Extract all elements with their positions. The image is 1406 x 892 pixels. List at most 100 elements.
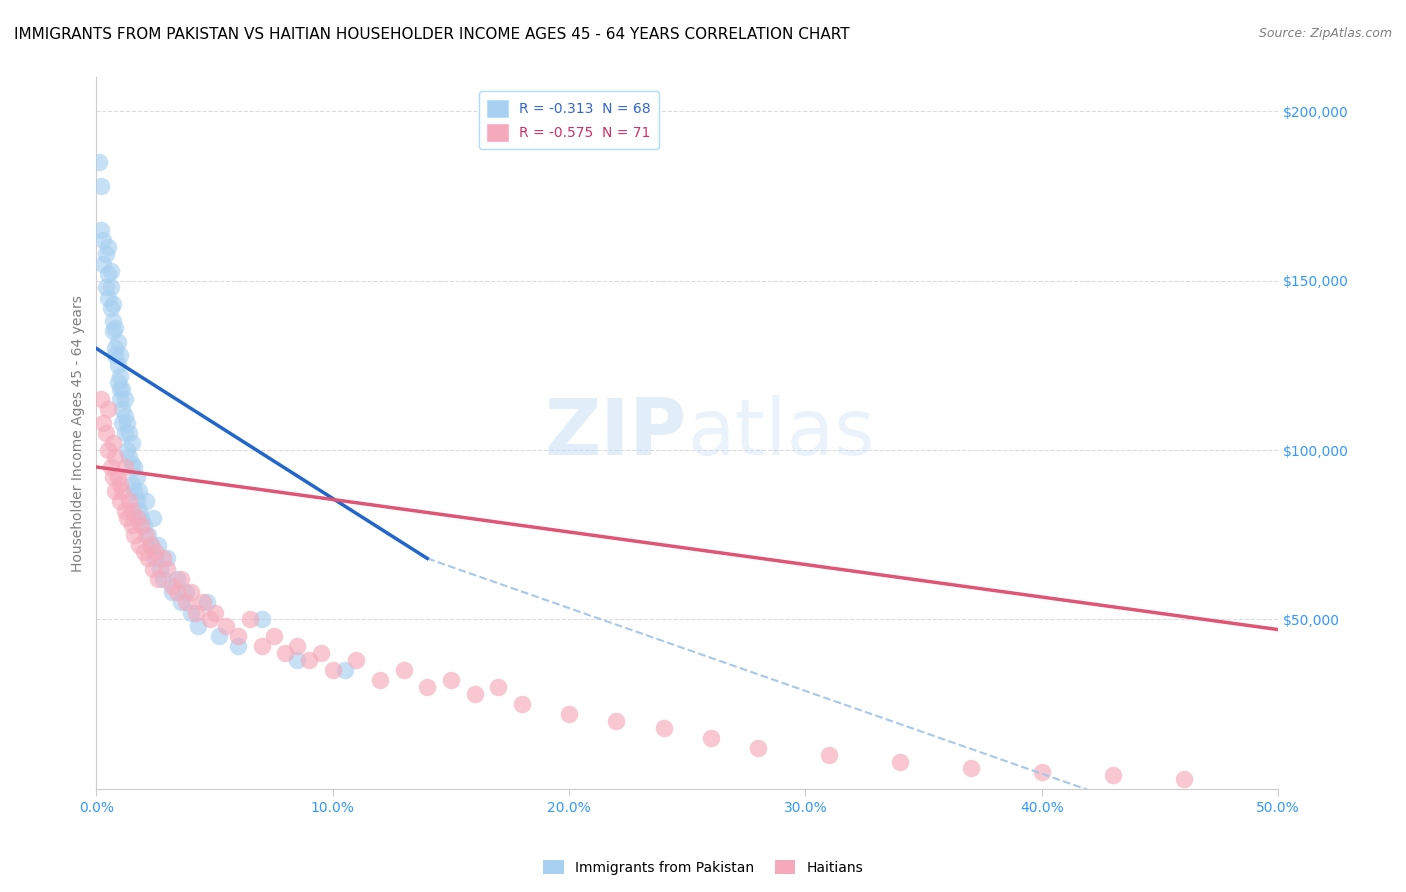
- Point: [101, 436, 124, 450]
- Point: [198, 612, 221, 626]
- Point: [125, 493, 148, 508]
- Point: [160, 585, 183, 599]
- Point: [156, 561, 179, 575]
- Point: [122, 527, 145, 541]
- Point: [97, 443, 120, 458]
- Point: [114, 392, 136, 407]
- Point: [145, 551, 167, 566]
- Point: [121, 436, 143, 450]
- Point: [146, 572, 169, 586]
- Point: [90, 223, 112, 237]
- Point: [187, 619, 209, 633]
- Point: [111, 382, 134, 396]
- Point: [128, 504, 150, 518]
- Point: [100, 301, 122, 315]
- Point: [204, 606, 226, 620]
- Point: [118, 493, 141, 508]
- Point: [94, 246, 117, 260]
- Point: [226, 629, 249, 643]
- Point: [1173, 772, 1195, 786]
- Point: [139, 538, 162, 552]
- Point: [416, 680, 439, 694]
- Point: [108, 368, 131, 383]
- Point: [250, 640, 273, 654]
- Point: [174, 585, 197, 599]
- Point: [132, 544, 155, 558]
- Text: atlas: atlas: [688, 395, 875, 471]
- Point: [160, 578, 183, 592]
- Point: [333, 663, 356, 677]
- Point: [1031, 764, 1053, 779]
- Point: [747, 741, 769, 756]
- Point: [486, 680, 509, 694]
- Point: [174, 595, 197, 609]
- Point: [90, 178, 112, 193]
- Point: [166, 572, 188, 586]
- Point: [700, 731, 723, 745]
- Point: [605, 714, 627, 728]
- Point: [558, 707, 581, 722]
- Point: [344, 653, 367, 667]
- Point: [111, 483, 134, 498]
- Point: [889, 755, 911, 769]
- Point: [129, 517, 152, 532]
- Point: [142, 561, 165, 575]
- Point: [100, 460, 122, 475]
- Point: [368, 673, 391, 688]
- Point: [274, 646, 297, 660]
- Point: [138, 551, 160, 566]
- Point: [510, 697, 533, 711]
- Point: [121, 504, 143, 518]
- Point: [101, 470, 124, 484]
- Point: [93, 233, 115, 247]
- Point: [94, 426, 117, 441]
- Point: [145, 544, 167, 558]
- Text: Source: ZipAtlas.com: Source: ZipAtlas.com: [1258, 27, 1392, 40]
- Point: [309, 646, 332, 660]
- Point: [104, 348, 127, 362]
- Point: [285, 653, 308, 667]
- Point: [107, 359, 129, 373]
- Point: [135, 527, 157, 541]
- Point: [118, 450, 141, 464]
- Point: [104, 342, 127, 356]
- Point: [121, 476, 143, 491]
- Point: [818, 747, 841, 762]
- Point: [104, 483, 127, 498]
- Point: [128, 538, 150, 552]
- Point: [114, 460, 136, 475]
- Point: [215, 619, 238, 633]
- Point: [93, 416, 115, 430]
- Point: [93, 257, 115, 271]
- Point: [108, 382, 131, 396]
- Point: [108, 348, 131, 362]
- Point: [184, 606, 207, 620]
- Point: [115, 443, 138, 458]
- Point: [90, 392, 112, 407]
- Point: [129, 510, 152, 524]
- Y-axis label: Householder Income Ages 45 - 64 years: Householder Income Ages 45 - 64 years: [72, 294, 86, 572]
- Point: [101, 314, 124, 328]
- Point: [125, 510, 148, 524]
- Point: [114, 409, 136, 424]
- Point: [152, 572, 174, 586]
- Point: [104, 321, 127, 335]
- Point: [111, 416, 134, 430]
- Point: [108, 392, 131, 407]
- Point: [107, 376, 129, 390]
- Point: [118, 426, 141, 441]
- Point: [122, 483, 145, 498]
- Legend: Immigrants from Pakistan, Haitians: Immigrants from Pakistan, Haitians: [537, 855, 869, 880]
- Point: [463, 687, 485, 701]
- Point: [263, 629, 285, 643]
- Point: [142, 510, 165, 524]
- Point: [152, 551, 174, 566]
- Point: [1101, 768, 1123, 782]
- Point: [180, 606, 202, 620]
- Point: [121, 517, 143, 532]
- Point: [139, 538, 162, 552]
- Point: [111, 402, 134, 417]
- Point: [101, 297, 124, 311]
- Point: [114, 504, 136, 518]
- Point: [100, 280, 122, 294]
